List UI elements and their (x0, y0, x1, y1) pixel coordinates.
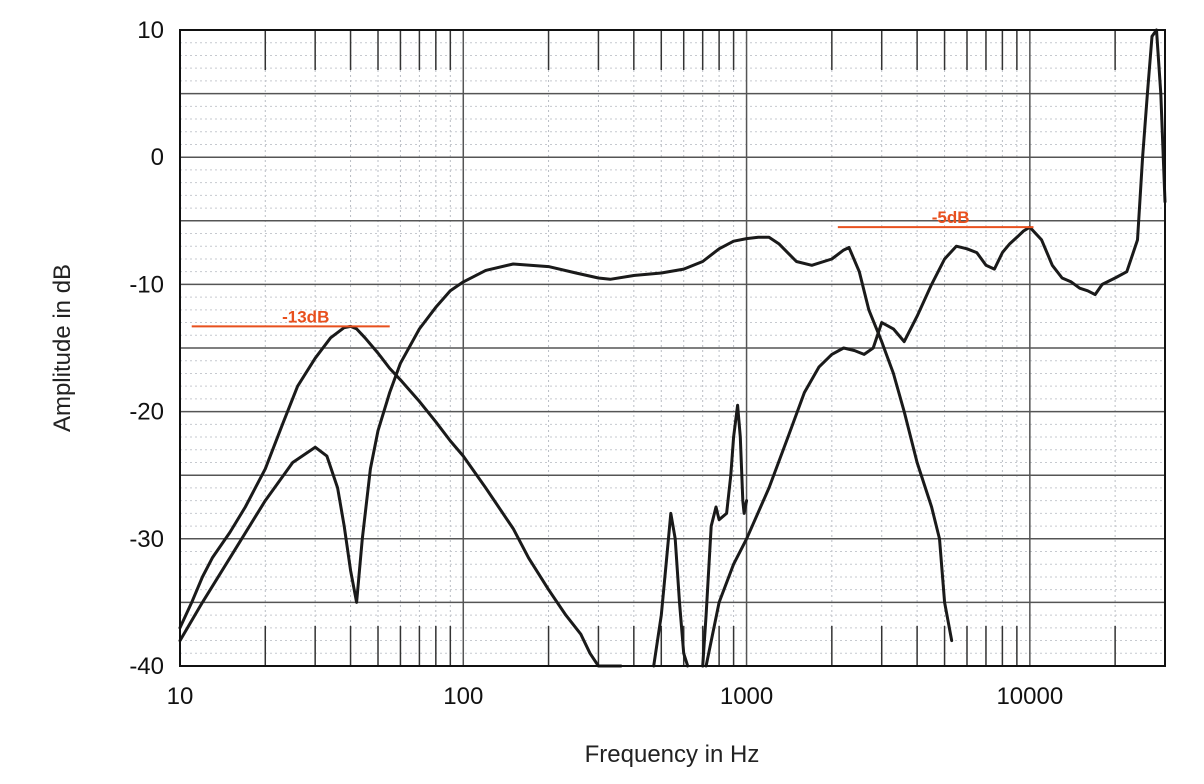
series-line-5 (704, 28, 1167, 668)
x-tick-label: 10000 (996, 683, 1063, 710)
y-tick-label: -30 (129, 526, 164, 553)
x-tick-label: 100 (443, 683, 483, 710)
series-line-2 (178, 235, 954, 643)
annotation-label: -5dB (932, 208, 970, 227)
y-tick-label: -40 (129, 653, 164, 680)
annotation-layer: -13dB -5dB (191, 208, 1034, 328)
y-tick-label: 10 (137, 17, 164, 44)
y-tick-labels: 10 0 -10 -20 -30 -40 (129, 17, 164, 680)
series-line-4 (701, 403, 749, 668)
minor-grid (180, 30, 1165, 666)
series-line-3 (652, 511, 690, 668)
annotation-label: -13dB (282, 307, 329, 326)
x-tick-label: 10 (167, 683, 194, 710)
y-tick-label: 0 (151, 144, 164, 171)
x-tick-labels: 10 100 1000 10000 (167, 683, 1064, 710)
series-layer (178, 28, 1167, 668)
series-line-1 (178, 324, 623, 668)
y-tick-label: -10 (129, 271, 164, 298)
y-tick-label: -20 (129, 399, 164, 426)
y-axis-label: Amplitude in dB (49, 264, 76, 432)
x-axis-label: Frequency in Hz (585, 741, 760, 768)
x-tick-label: 1000 (720, 683, 773, 710)
plot-frame (179, 29, 1166, 667)
